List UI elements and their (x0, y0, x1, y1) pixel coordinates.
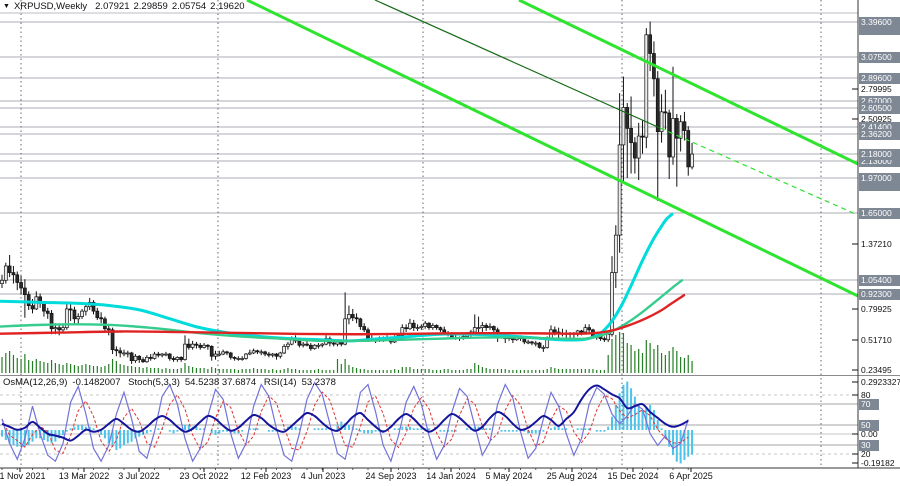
stoch-values: 54.5238 37.6874 (184, 377, 257, 388)
price-level-badge: 2.36200 (859, 128, 900, 140)
stoch-main-line (1, 381, 689, 463)
ohlc-high-value: 2.29859 (133, 0, 168, 12)
indicator-tick-label: -0.19182 (861, 457, 895, 468)
indicator-header: OsMA(12,26,9) -0.1482007 Stoch(5,3,3) 54.5… (3, 377, 341, 388)
price-level-badge: 3.07500 (859, 51, 900, 63)
indicator-tick-label: 0.2923327 (861, 376, 900, 387)
volume-bars (1, 332, 693, 373)
price-level-badge: 2.18000 (859, 148, 900, 160)
symbol-timeframe-label: XRPUSD,Weekly (13, 0, 88, 12)
price-level-badge: 1.65000 (859, 207, 900, 219)
price-level-badge: 3.39600 (859, 16, 900, 28)
chart-title-bar: ▼ XRPUSD,Weekly 2.07921 2.29859 2.05754 … (0, 0, 863, 12)
price-level-badge (859, 23, 900, 35)
price-level-badge: 0.92300 (859, 288, 900, 300)
price-tick-label: 0.79925 (861, 303, 892, 314)
ma-mid-line (0, 279, 684, 343)
thin-descending-line[interactable] (374, 0, 661, 129)
date-label: 3 Jul 2022 (118, 471, 160, 481)
lower-channel-trendline[interactable] (246, 0, 858, 298)
indicator-level-badge: 30 (859, 439, 879, 451)
ohlc-open-value: 2.07921 (95, 0, 130, 12)
price-level-badge: 2.67000 (859, 95, 900, 107)
price-level-badge: 2.13000 (859, 155, 900, 167)
ma-slow-line (0, 293, 686, 336)
stoch-label: Stoch(5,3,3) (128, 377, 180, 388)
candlestick-series (0, 21, 694, 364)
price-level-badge: 2.89600 (859, 72, 900, 84)
osma-value: -0.1482007 (72, 377, 121, 388)
chevron-down-icon[interactable]: ▼ (3, 2, 10, 10)
price-level-badge: 2.60500 (859, 102, 900, 114)
plot-area (0, 0, 858, 468)
date-label: 4 Jun 2023 (300, 471, 346, 481)
indicator-tick-label: 0.00 (861, 428, 878, 439)
upper-channel-trendline[interactable] (518, 0, 858, 166)
date-label: 24 Sep 2023 (365, 471, 417, 481)
price-level-badge: 1.97000 (859, 172, 900, 184)
date-label: 25 Aug 2024 (546, 471, 598, 481)
price-tick-label: 2.50925 (861, 113, 892, 124)
indicator-level-badge: 70 (859, 398, 879, 410)
indicator-level-badge: 50 (859, 419, 879, 431)
date-label: 15 Dec 2024 (607, 471, 659, 481)
price-tick-label: 1.37210 (861, 238, 892, 249)
indicator-tick-label: 80 (861, 389, 871, 400)
rsi-label: RSI(14) (263, 377, 297, 388)
price-level-badge: 2.41400 (859, 121, 900, 133)
ohlc-close-value: 2.19620 (210, 0, 245, 12)
price-tick-label: 0.23495 (861, 364, 892, 375)
dashed-projection-line[interactable] (659, 127, 858, 216)
date-label: 13 Mar 2022 (58, 471, 110, 481)
osma-label: OsMA(12,26,9) (3, 377, 68, 388)
date-label: 14 Jan 2024 (426, 471, 476, 481)
indicator-tick-label: 20 (861, 448, 871, 459)
date-label: 21 Nov 2021 (0, 471, 46, 481)
price-level-badge (859, 179, 900, 191)
rsi-value: 53.2378 (301, 377, 336, 388)
price-tick-label: 2.79995 (861, 83, 892, 94)
ohlc-low-value: 2.05754 (171, 0, 207, 12)
rsi-line (1, 384, 689, 442)
price-level-badge: 1.05400 (859, 274, 900, 286)
date-label: 23 Oct 2022 (179, 471, 229, 481)
date-label: 12 Feb 2023 (240, 471, 292, 481)
date-label: 6 Apr 2025 (669, 471, 713, 481)
stoch-signal-line (1, 391, 689, 454)
price-tick-label: 0.51710 (861, 334, 892, 345)
date-label: 5 May 2024 (485, 471, 533, 481)
